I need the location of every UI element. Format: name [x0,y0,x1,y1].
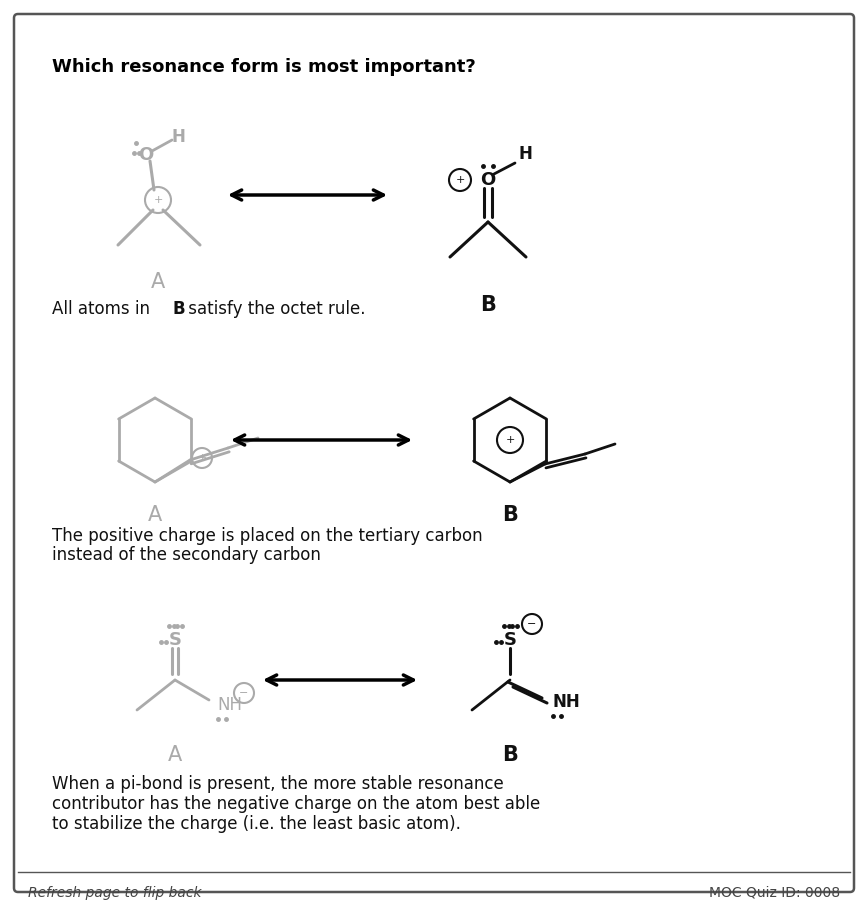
Text: −: − [528,619,536,629]
Text: instead of the secondary carbon: instead of the secondary carbon [52,546,321,564]
Text: to stabilize the charge (i.e. the least basic atom).: to stabilize the charge (i.e. the least … [52,815,461,833]
Text: S: S [503,631,516,649]
Text: contributor has the negative charge on the atom best able: contributor has the negative charge on t… [52,795,540,813]
Text: +: + [505,435,515,445]
FancyBboxPatch shape [14,14,854,892]
Text: A: A [168,745,182,765]
Text: −: − [240,688,249,698]
Text: +: + [154,195,162,205]
Text: H: H [171,128,185,146]
Text: When a pi-bond is present, the more stable resonance: When a pi-bond is present, the more stab… [52,775,503,793]
Text: NH: NH [552,693,580,711]
Text: Refresh page to flip back: Refresh page to flip back [28,886,201,900]
Text: B: B [480,295,496,315]
Text: +: + [456,175,464,185]
Text: H: H [518,145,532,163]
Text: O: O [138,146,154,164]
Text: B: B [172,300,185,318]
Text: O: O [480,171,496,189]
Text: NH: NH [217,696,242,714]
Text: A: A [151,272,165,292]
Text: Which resonance form is most important?: Which resonance form is most important? [52,58,476,76]
Text: satisfy the octet rule.: satisfy the octet rule. [183,300,365,318]
Text: S: S [168,631,181,649]
Text: MOC Quiz ID: 0008: MOC Quiz ID: 0008 [709,886,840,900]
Text: A: A [148,505,162,525]
Text: All atoms in: All atoms in [52,300,155,318]
Text: +: + [197,453,207,463]
Text: B: B [502,745,518,765]
Text: The positive charge is placed on the tertiary carbon: The positive charge is placed on the ter… [52,527,483,545]
Text: B: B [502,505,518,525]
